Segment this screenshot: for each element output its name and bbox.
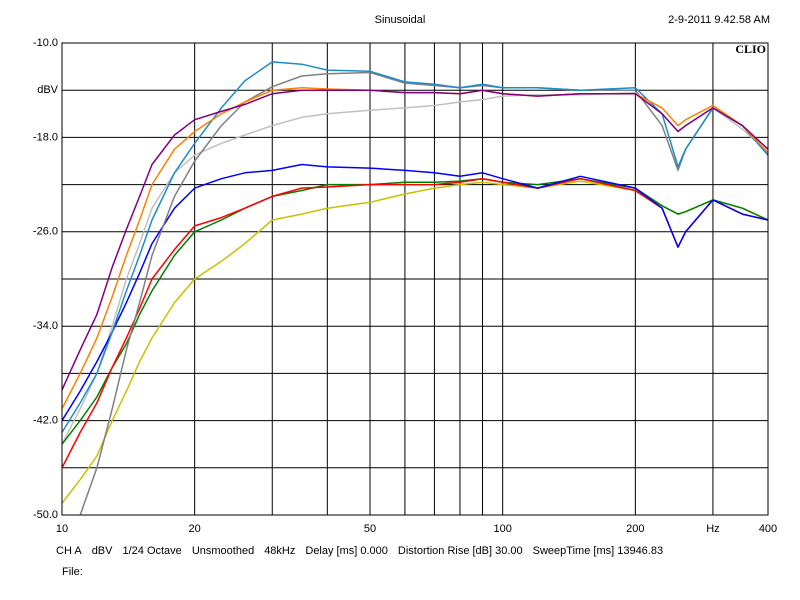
y-tick-label: dBV: [37, 84, 58, 96]
series-line: [62, 163, 768, 421]
y-tick-label: -50.0: [33, 509, 58, 521]
grid: [61, 42, 769, 516]
y-tick-label: -10.0: [33, 37, 58, 49]
status-field: 1/24 Octave: [122, 545, 181, 557]
x-tick-label: 10: [56, 523, 68, 535]
x-tick-label: Hz: [706, 523, 719, 535]
y-tick-label: -34.0: [33, 320, 58, 332]
status-field: Distortion Rise [dB] 30.00: [398, 545, 523, 557]
x-tick-label: 20: [189, 523, 201, 535]
status-field: CH A: [56, 545, 82, 557]
x-tick-label: 100: [494, 523, 512, 535]
y-tick-label: -42.0: [33, 415, 58, 427]
status-field: 48kHz: [264, 545, 295, 557]
x-tick-label: 50: [364, 523, 376, 535]
file-label: File:: [62, 566, 83, 578]
status-field: SweepTime [ms] 13946.83: [533, 545, 663, 557]
brand: CLIO: [735, 42, 766, 56]
timestamp: 2-9-2011 9.42.58 AM: [668, 14, 770, 26]
status-field: Delay [ms] 0.000: [305, 545, 388, 557]
status-field: Unsmoothed: [192, 545, 254, 557]
x-tick-label: 200: [626, 523, 644, 535]
lines: [62, 61, 768, 515]
plot-frame: [61, 42, 769, 516]
status-field: dBV: [92, 545, 113, 557]
series-line: [62, 89, 768, 391]
x-tick-label: 400: [759, 523, 777, 535]
chart-title: Sinusoidal: [375, 14, 426, 26]
y-tick-label: -18.0: [33, 131, 58, 143]
series-line: [62, 61, 768, 433]
series-line: [79, 71, 768, 515]
y-tick-label: -26.0: [33, 226, 58, 238]
